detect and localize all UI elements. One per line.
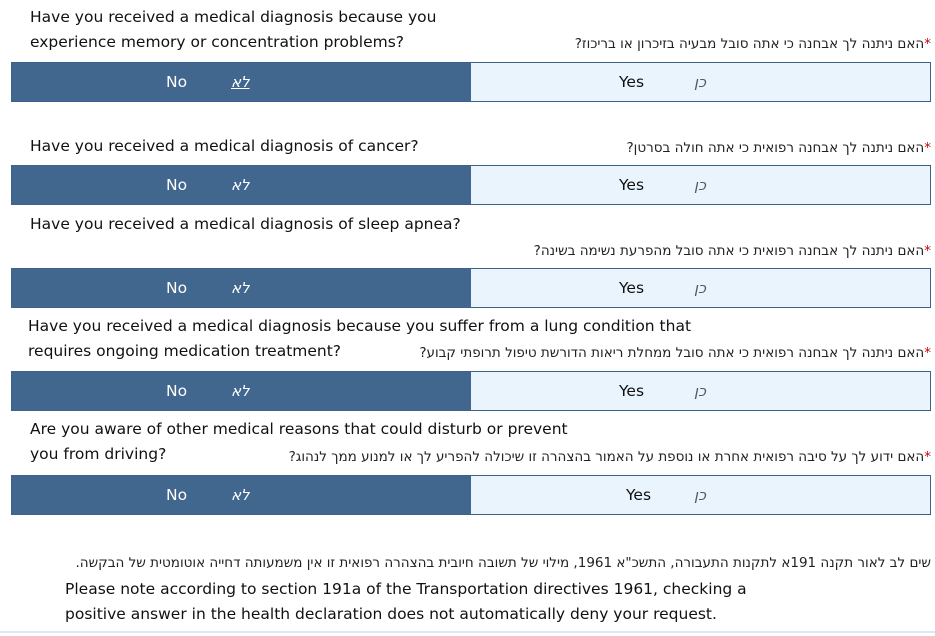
yes-label: Yes bbox=[626, 486, 652, 504]
question-1-text-he: *האם ניתנה לך אבחנה כי אתה סובל מבעיה בז… bbox=[574, 36, 931, 52]
required-marker: * bbox=[924, 140, 931, 156]
question-4-text-he: *האם ניתנה לך אבחנה רפואית כי אתה סובל מ… bbox=[419, 345, 931, 361]
yes-label-he: כן bbox=[694, 73, 707, 91]
no-label-he: לא bbox=[231, 279, 250, 297]
question-1-yes-option[interactable]: Yes כן bbox=[471, 63, 930, 101]
required-marker: * bbox=[924, 449, 931, 465]
question-2-text-en: Have you received a medical diagnosis of… bbox=[30, 137, 419, 155]
no-label: No bbox=[166, 176, 188, 194]
yes-label: Yes bbox=[619, 73, 645, 91]
no-label: No bbox=[166, 73, 188, 91]
no-label-he: לא bbox=[231, 382, 250, 400]
required-marker: * bbox=[924, 36, 931, 52]
question-5-no-option[interactable]: No לא bbox=[12, 476, 471, 514]
no-label-he: לא bbox=[231, 176, 250, 194]
required-marker: * bbox=[924, 345, 931, 361]
question-2-no-option[interactable]: No לא bbox=[12, 166, 471, 204]
question-2-text-he: *האם ניתנה לך אבחנה רפואית כי אתה חולה ב… bbox=[626, 140, 932, 156]
question-1-toggle: No לא Yes כן bbox=[11, 62, 931, 102]
yes-label-he: כן bbox=[694, 176, 707, 194]
question-3-no-option[interactable]: No לא bbox=[12, 269, 471, 307]
question-3-yes-option[interactable]: Yes כן bbox=[471, 269, 930, 307]
no-label: No bbox=[166, 486, 188, 504]
no-label-he: לא bbox=[231, 486, 250, 504]
question-4-yes-option[interactable]: Yes כן bbox=[471, 372, 930, 410]
question-5-toggle: No לא Yes כן bbox=[11, 475, 931, 515]
required-marker: * bbox=[924, 243, 931, 259]
notice-text-he: שים לב לאור תקנה 191א לתקנות התעבורה, הת… bbox=[75, 555, 931, 571]
question-4-no-option[interactable]: No לא bbox=[12, 372, 471, 410]
question-4-toggle: No לא Yes כן bbox=[11, 371, 931, 411]
question-5-text-he: *האם ידוע לך על סיבה רפואית אחרת או נוספ… bbox=[288, 449, 931, 465]
yes-label-he: כן bbox=[694, 279, 707, 297]
question-1-no-option[interactable]: No לא bbox=[12, 63, 471, 101]
question-3-toggle: No לא Yes כן bbox=[11, 268, 931, 308]
question-1-text-en: Have you received a medical diagnosis be… bbox=[30, 8, 437, 51]
question-3-text-he: *האם ניתנה לך אבחנה רפואית כי אתה סובל מ… bbox=[533, 243, 931, 259]
yes-label: Yes bbox=[619, 382, 645, 400]
bottom-divider bbox=[0, 631, 935, 633]
notice-text-en: Please note according to section 191a of… bbox=[65, 580, 747, 623]
question-2-toggle: No לא Yes כן bbox=[11, 165, 931, 205]
question-5-yes-option[interactable]: Yes כן bbox=[471, 476, 930, 514]
yes-label: Yes bbox=[619, 279, 645, 297]
question-2-yes-option[interactable]: Yes כן bbox=[471, 166, 930, 204]
yes-label: Yes bbox=[619, 176, 645, 194]
yes-label-he: כן bbox=[694, 382, 707, 400]
no-label: No bbox=[166, 279, 188, 297]
question-3-text-en: Have you received a medical diagnosis of… bbox=[30, 215, 461, 233]
yes-label-he: כן bbox=[694, 486, 707, 504]
no-label-he: לא bbox=[231, 73, 250, 91]
no-label: No bbox=[166, 382, 188, 400]
question-5-text-en: Are you aware of other medical reasons t… bbox=[30, 420, 568, 463]
question-4-text-en: Have you received a medical diagnosis be… bbox=[28, 317, 692, 360]
